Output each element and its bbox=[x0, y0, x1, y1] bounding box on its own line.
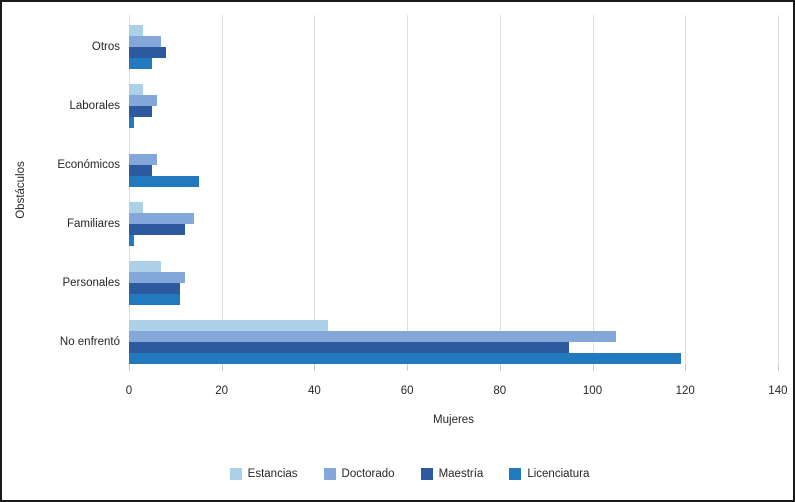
x-axis-tick bbox=[221, 365, 223, 371]
bar-licenciatura bbox=[129, 294, 180, 305]
bar-maestría bbox=[129, 47, 167, 58]
bar-doctorado bbox=[129, 154, 157, 165]
gridline bbox=[499, 15, 501, 365]
x-tick-label: 80 bbox=[493, 385, 507, 397]
category-label: Laborales bbox=[69, 100, 120, 112]
bar-maestría bbox=[129, 224, 185, 235]
bar-estancias bbox=[129, 202, 143, 213]
bar-licenciatura bbox=[129, 176, 199, 187]
category-label: Familiares bbox=[66, 218, 120, 230]
x-axis-tick bbox=[777, 365, 779, 371]
legend-item: Doctorado bbox=[323, 468, 395, 480]
bar-maestría bbox=[129, 106, 153, 117]
bar-maestría bbox=[129, 165, 153, 176]
bar-doctorado bbox=[129, 213, 194, 224]
x-axis-tick bbox=[499, 365, 501, 371]
gridline bbox=[777, 15, 779, 365]
x-axis-tick bbox=[129, 365, 130, 371]
bar-doctorado bbox=[129, 36, 162, 47]
legend-item: Estancias bbox=[229, 468, 298, 480]
x-tick-label: 60 bbox=[400, 385, 414, 397]
x-tick-label: 0 bbox=[125, 385, 133, 397]
category-label: Otros bbox=[91, 41, 120, 53]
legend-swatch bbox=[229, 468, 242, 480]
legend-label: Licenciatura bbox=[527, 468, 590, 480]
bar-licenciatura bbox=[129, 58, 153, 69]
gridline bbox=[685, 15, 687, 365]
gridline bbox=[221, 15, 223, 365]
x-axis-title: Mujeres bbox=[433, 414, 474, 426]
legend-label: Maestría bbox=[438, 468, 484, 480]
bar-doctorado bbox=[129, 95, 157, 106]
bar-licenciatura bbox=[129, 117, 134, 128]
x-axis-tick bbox=[592, 365, 594, 371]
y-axis-title: Obstáculos bbox=[15, 161, 27, 219]
bar-estancias bbox=[129, 84, 143, 95]
gridline bbox=[592, 15, 594, 365]
bar-estancias bbox=[129, 320, 329, 331]
bar-estancias bbox=[129, 25, 143, 36]
legend-item: Maestría bbox=[420, 468, 484, 480]
bar-doctorado bbox=[129, 331, 616, 342]
x-tick-label: 40 bbox=[307, 385, 321, 397]
bar-maestría bbox=[129, 342, 570, 353]
legend-label: Estancias bbox=[247, 468, 298, 480]
legend-label: Doctorado bbox=[341, 468, 395, 480]
bar-maestría bbox=[129, 283, 180, 294]
legend-swatch bbox=[509, 468, 522, 480]
legend: Estancias Doctorado Maestría Licenciatura bbox=[12, 468, 793, 480]
x-axis-tick bbox=[685, 365, 687, 371]
category-label: No enfrentó bbox=[59, 336, 120, 348]
gridline bbox=[314, 15, 316, 365]
gridline bbox=[407, 15, 409, 365]
x-axis-tick bbox=[314, 365, 316, 371]
bar-licenciatura bbox=[129, 235, 134, 246]
x-tick-label: 140 bbox=[768, 385, 788, 397]
gridline bbox=[129, 15, 130, 365]
x-axis-tick bbox=[407, 365, 409, 371]
bar-licenciatura bbox=[129, 353, 681, 364]
bar-doctorado bbox=[129, 272, 185, 283]
x-tick-label: 100 bbox=[582, 385, 603, 397]
legend-swatch bbox=[420, 468, 433, 480]
category-label: Personales bbox=[62, 277, 120, 289]
bar-estancias bbox=[129, 261, 162, 272]
legend-swatch bbox=[323, 468, 336, 480]
x-tick-label: 120 bbox=[675, 385, 695, 397]
category-label: Económicos bbox=[57, 159, 120, 171]
x-tick-label: 20 bbox=[215, 385, 229, 397]
legend-item: Licenciatura bbox=[509, 468, 589, 480]
